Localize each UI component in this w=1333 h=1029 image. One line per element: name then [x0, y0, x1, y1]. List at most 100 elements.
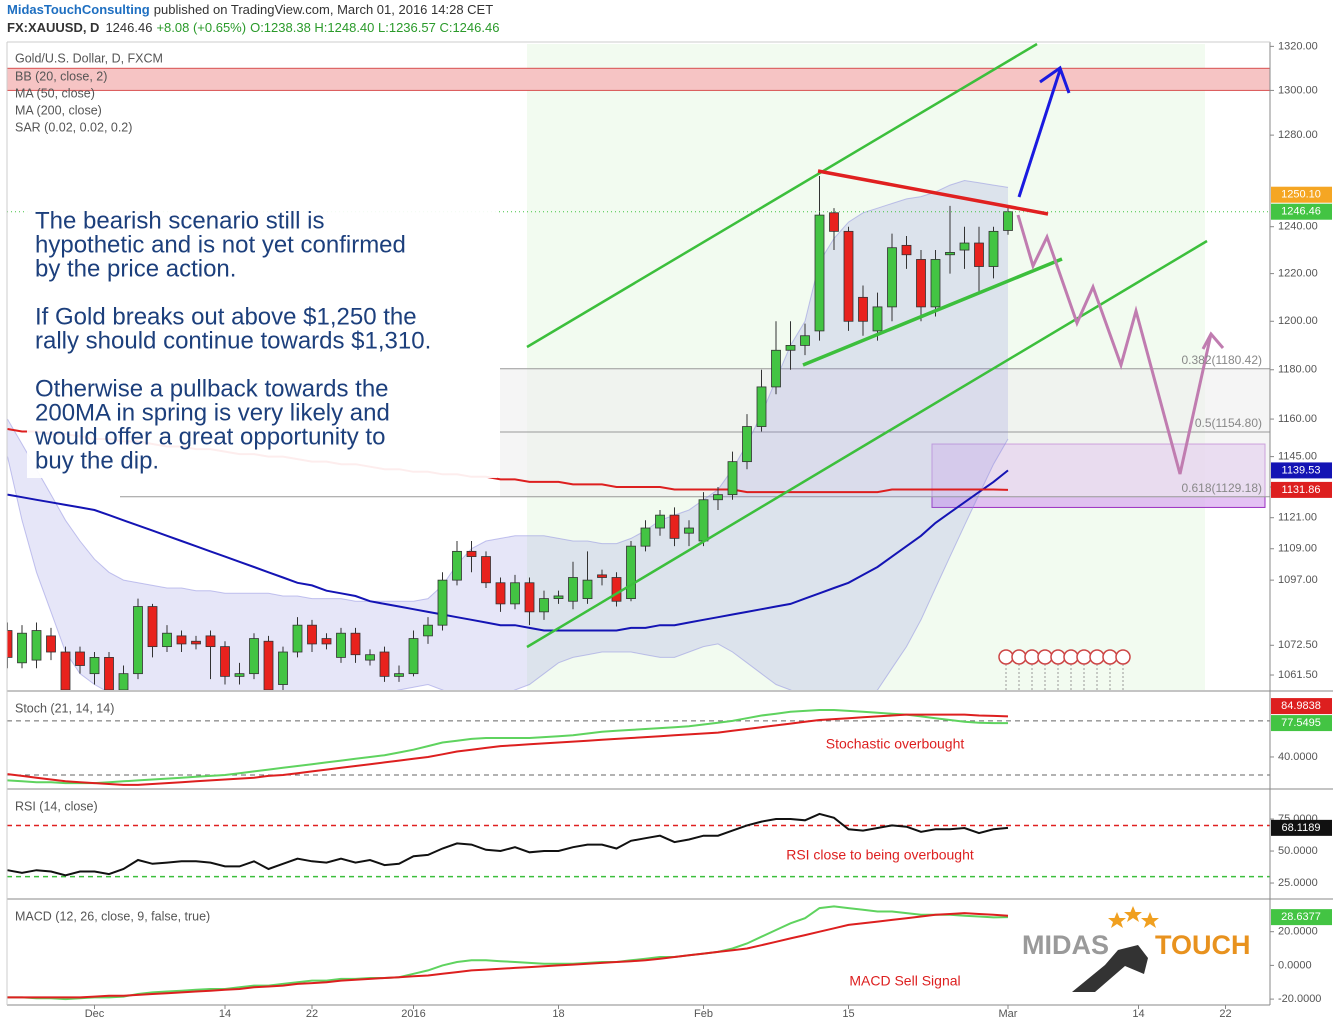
price-tag — [1271, 203, 1332, 220]
series-line — [7, 812, 1009, 877]
trend-line — [802, 257, 1063, 367]
candle-body — [321, 638, 332, 645]
candle-body — [771, 349, 781, 388]
y-tick-label: 20.0000 — [1278, 926, 1318, 938]
candle-body — [974, 242, 984, 267]
published: published on TradingView.com, March 01, … — [154, 2, 493, 17]
annotation-line: Otherwise a pullback towards the — [35, 375, 389, 402]
price-tag-label: 1131.86 — [1282, 484, 1321, 496]
candle-body — [292, 624, 303, 653]
bear-path — [1016, 214, 1213, 475]
candle-body — [742, 426, 752, 463]
candle-body — [669, 514, 680, 539]
y-tick-label: 1180.00 — [1278, 364, 1317, 376]
candle-body — [75, 651, 85, 666]
symbol-line: FX:XAUUSD, D 1246.46 +8.08 (+0.65%) O:1238.… — [7, 20, 499, 35]
y-tick-label: 1109.00 — [1278, 543, 1317, 555]
candle-body — [17, 632, 27, 664]
candle-body — [307, 624, 317, 645]
annotation-line: If Gold breaks out above $1,250 the — [35, 303, 417, 330]
y-tick-label: 1061.50 — [1278, 669, 1318, 681]
annotation-box — [27, 206, 497, 478]
candle-body — [336, 632, 346, 658]
panel — [7, 67, 1270, 690]
y-tick-label: -20.0000 — [1278, 993, 1321, 1005]
candle-body — [423, 624, 433, 637]
y-tick-label: 50.0000 — [1278, 845, 1318, 857]
price-tag-label: 68.1189 — [1282, 822, 1321, 834]
legend-entry: BB (20, close, 2) — [15, 69, 107, 83]
logo: MIDAS TOUCH — [1022, 906, 1251, 992]
event-icons — [998, 649, 1131, 690]
panel — [7, 905, 1009, 1001]
candle-body — [582, 579, 593, 599]
candle-body — [452, 550, 462, 581]
y-tick-label: 1072.50 — [1278, 639, 1318, 651]
candle-body — [698, 499, 709, 542]
price-tag-label: 1250.10 — [1281, 189, 1321, 201]
logo-text: TOUCH — [1155, 930, 1251, 960]
y-tick-label: 1145.00 — [1278, 451, 1317, 463]
candle-body — [162, 632, 172, 648]
legend-entry: MA (50, close) — [15, 86, 95, 100]
candle-body — [234, 673, 245, 677]
x-tick-label: Mar — [999, 1008, 1018, 1020]
annotation-line: The bearish scenario still is — [35, 207, 324, 234]
candle-body — [524, 582, 535, 613]
candle-body — [481, 556, 491, 584]
candle-body — [205, 635, 216, 648]
candle-body — [133, 606, 143, 675]
frame — [6, 41, 1333, 1006]
candle-body — [539, 598, 549, 613]
candle-body — [959, 242, 970, 251]
price-tag — [1271, 715, 1332, 732]
price-tag — [1271, 481, 1332, 498]
candle-body — [872, 306, 883, 332]
y-tick-label: 1160.00 — [1278, 413, 1317, 425]
candle-body — [278, 651, 288, 685]
bollinger-upper — [7, 179, 1009, 602]
panel — [7, 812, 1270, 878]
candle-body — [887, 247, 897, 308]
annotation-line: 200MA in spring is very likely and — [35, 399, 390, 426]
candle-body — [553, 595, 564, 599]
last-price: 1246.46 — [105, 20, 152, 35]
y-tick-label: 1200.00 — [1278, 315, 1318, 327]
x-tick-label: 14 — [219, 1008, 231, 1020]
logo-text: MIDAS — [1022, 930, 1109, 960]
y-tick-label: 1320.00 — [1278, 40, 1318, 52]
price-tag-label: 28.6377 — [1281, 911, 1321, 923]
candle-body — [901, 244, 912, 256]
candle-body — [829, 212, 839, 232]
candle-body — [568, 577, 578, 602]
panel — [7, 709, 1270, 786]
x-tick-label: 18 — [552, 1008, 564, 1020]
candle-body — [510, 582, 520, 605]
price-tag-label: 1246.46 — [1281, 206, 1321, 218]
candle-body — [350, 632, 361, 656]
price-tag — [1271, 462, 1332, 479]
ohlc: O:1238.38 H:1248.40 L:1236.57 C:1246.46 — [250, 20, 499, 35]
candle-body — [191, 640, 201, 645]
candle-body — [60, 651, 71, 690]
y-tick-label: 40.0000 — [1278, 751, 1318, 763]
channel-shade — [527, 44, 1205, 690]
y-tick-label: 1300.00 — [1278, 84, 1318, 96]
price-tag — [1271, 186, 1332, 203]
candle-body — [930, 259, 941, 308]
panel-title: Gold/U.S. Dollar, D, FXCM — [15, 51, 163, 65]
y-tick-label: 25.0000 — [1278, 877, 1318, 889]
candle-body — [611, 577, 622, 602]
fib-label: 0.618(1129.18) — [1181, 481, 1262, 495]
y-tick-label: 1240.00 — [1278, 221, 1318, 233]
y-tick-label: 1220.00 — [1278, 268, 1318, 280]
price-tag — [1271, 698, 1332, 715]
price-tag-label: 77.5495 — [1281, 717, 1321, 729]
candle-body — [147, 606, 158, 648]
series-line — [7, 905, 1009, 1001]
candle-body — [1003, 211, 1013, 231]
candle-body — [626, 545, 636, 599]
series-line — [7, 469, 1009, 632]
candle-body — [263, 640, 274, 690]
